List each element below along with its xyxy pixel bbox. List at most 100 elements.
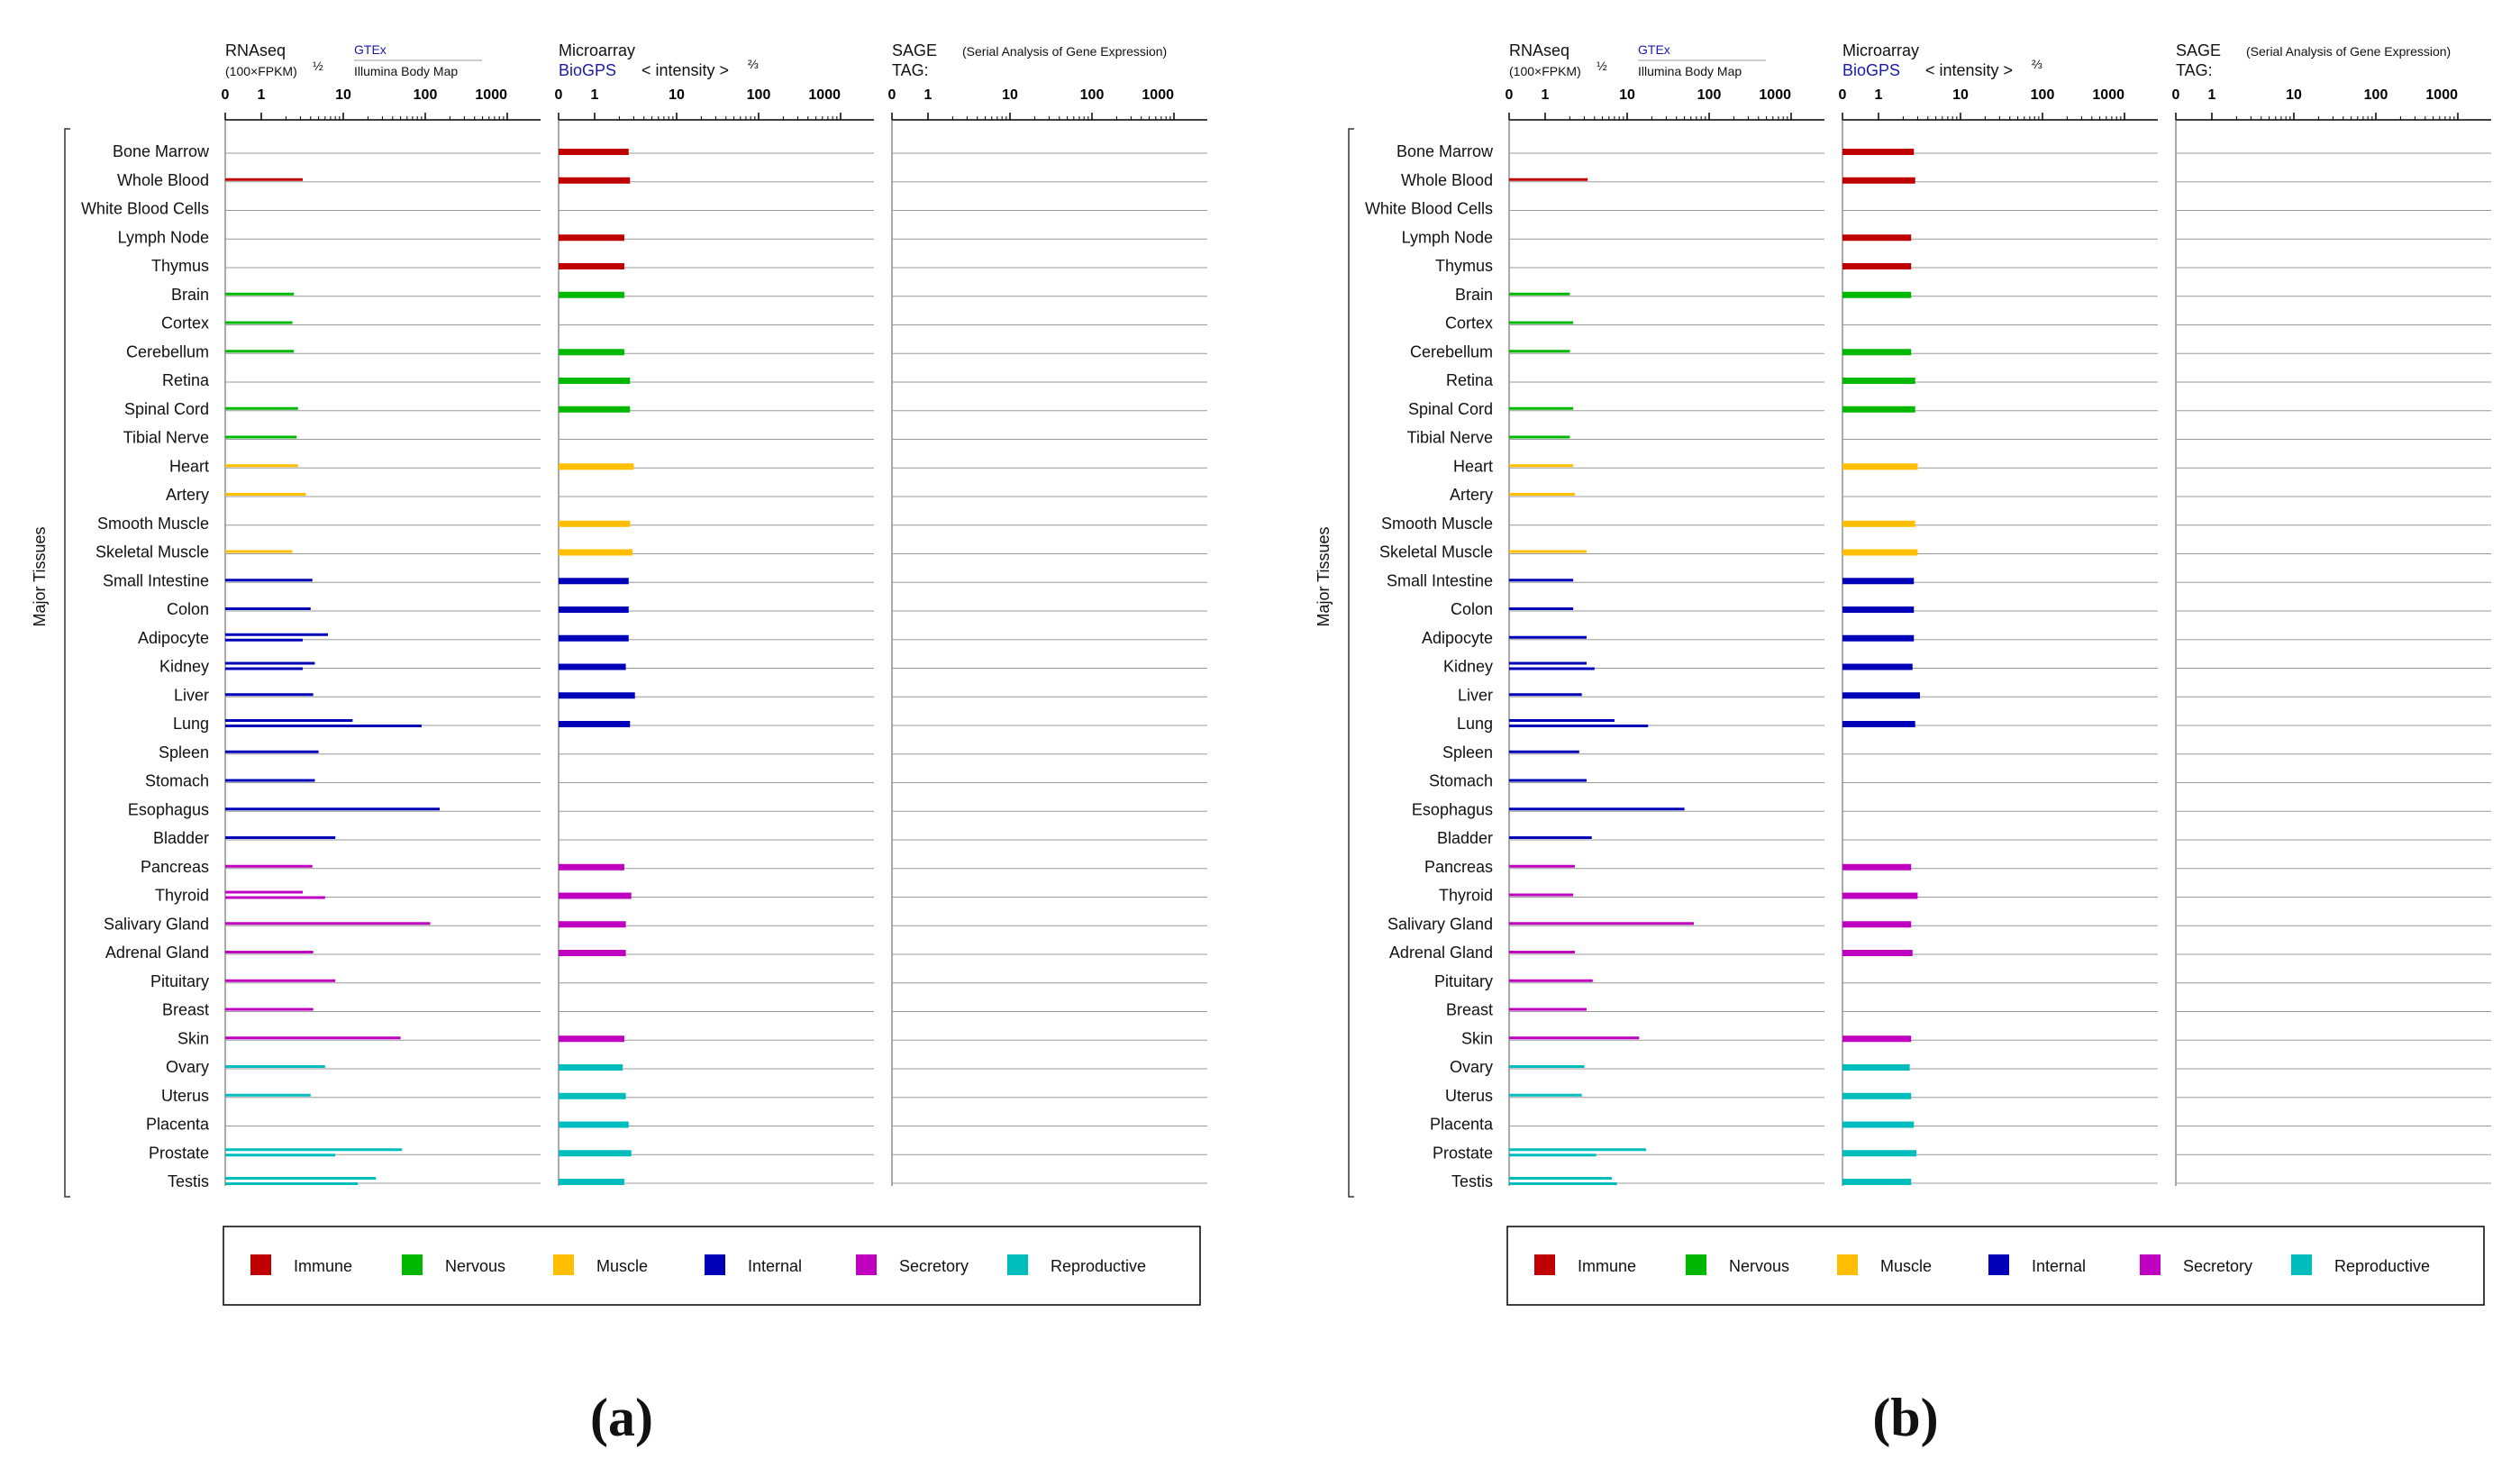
bar-gtex-whole-blood: [225, 178, 303, 181]
tissue-label: Lymph Node: [118, 228, 209, 246]
tissue-label: Skeletal Muscle: [1379, 543, 1493, 561]
legend-swatch-nervous: [402, 1254, 423, 1275]
tissue-label: Bone Marrow: [113, 142, 210, 160]
tissue-label: Thyroid: [155, 887, 209, 905]
x-tick-label: 100: [2364, 87, 2388, 103]
bar-microarray-uterus: [1842, 1092, 1912, 1099]
tissue-label: Spinal Cord: [1408, 400, 1493, 418]
bar-microarray-bone-marrow: [559, 149, 629, 155]
tissue-label: Brain: [1455, 286, 1493, 304]
tissue-label: Pancreas: [141, 858, 209, 876]
tissue-label: Liver: [1458, 686, 1493, 704]
x-tick-label: 100: [1080, 87, 1105, 103]
rnaseq-source-ibm: Illumina Body Map: [354, 64, 458, 78]
legend-label-secretory: Secretory: [2183, 1257, 2252, 1275]
bar-ibm-prostate: [225, 1154, 336, 1157]
tissue-label: Adipocyte: [1422, 629, 1493, 647]
bar-gtex-testis: [1509, 1177, 1612, 1180]
x-tick-label: 0: [1506, 87, 1514, 103]
legend-swatch-reproductive: [1007, 1254, 1028, 1275]
bar-gtex-colon: [1509, 607, 1574, 610]
bar-gtex-ovary: [1509, 1065, 1585, 1068]
tissue-label: Adrenal Gland: [1389, 944, 1493, 962]
x-tick-label: 1000: [2092, 87, 2124, 103]
tissue-label: Pancreas: [1424, 858, 1493, 876]
x-tick-label: 10: [1952, 87, 1969, 103]
x-tick-label: 1: [591, 87, 599, 103]
x-tick-label: 10: [669, 87, 685, 103]
bar-microarray-lymph-node: [559, 234, 624, 242]
y-axis-label: Major Tissues: [31, 526, 49, 626]
bar-microarray-brain: [559, 291, 624, 298]
bar-microarray-cerebellum: [559, 349, 624, 356]
legend-label-immune: Immune: [294, 1257, 352, 1275]
x-tick-label: 0: [888, 87, 896, 103]
rnaseq-title: RNAseq: [225, 41, 286, 59]
bar-gtex-spinal-cord: [1509, 406, 1574, 410]
bar-microarray-retina: [1842, 378, 1915, 384]
bar-gtex-ovary: [225, 1065, 325, 1068]
rnaseq-subtitle: (100×FPKM): [1509, 64, 1581, 78]
bar-microarray-lymph-node: [1842, 234, 1912, 242]
bar-gtex-liver: [225, 693, 314, 697]
bar-gtex-tibial-nerve: [1509, 435, 1570, 439]
tissue-label: Uterus: [161, 1087, 209, 1105]
bar-microarray-whole-blood: [559, 177, 631, 184]
tissue-label: Skin: [1461, 1029, 1493, 1047]
legend-swatch-secretory: [856, 1254, 877, 1275]
tissue-label: Thymus: [151, 257, 209, 275]
rnaseq-title: RNAseq: [1509, 41, 1569, 59]
bar-gtex-brain: [1509, 292, 1570, 296]
tissue-label: Tibial Nerve: [123, 429, 209, 447]
legend-label-muscle: Muscle: [596, 1257, 648, 1275]
bar-microarray-testis: [1842, 1179, 1912, 1185]
tissue-label: Placenta: [1430, 1116, 1494, 1134]
bar-gtex-prostate: [225, 1148, 403, 1152]
legend-swatch-immune: [250, 1254, 271, 1275]
tissue-label: Breast: [1446, 1001, 1493, 1019]
bar-gtex-colon: [225, 607, 311, 610]
legend-swatch-muscle: [553, 1254, 574, 1275]
x-tick-label: 1000: [1759, 87, 1791, 103]
tissue-label: Small Intestine: [1387, 571, 1493, 589]
x-tick-label: 1000: [2425, 87, 2458, 103]
bar-microarray-heart: [1842, 463, 1918, 470]
tissue-label: Colon: [1451, 600, 1493, 618]
bar-microarray-liver: [559, 692, 635, 699]
bar-gtex-bladder: [1509, 836, 1592, 839]
rnaseq-source-gtex: GTEx: [354, 42, 387, 57]
x-tick-label: 10: [1619, 87, 1635, 103]
bar-gtex-spleen: [1509, 750, 1579, 753]
bar-microarray-spinal-cord: [559, 406, 631, 413]
tissue-label: Tibial Nerve: [1407, 429, 1493, 447]
tissue-label: Prostate: [1433, 1144, 1493, 1162]
bar-microarray-kidney: [559, 663, 626, 670]
bar-microarray-ovary: [1842, 1064, 1910, 1071]
tissue-label: Testis: [1451, 1172, 1493, 1190]
x-tick-label: 1: [1542, 87, 1550, 103]
bar-microarray-salivary-gland: [559, 921, 626, 928]
rnaseq-source-ibm: Illumina Body Map: [1638, 64, 1742, 78]
bar-gtex-salivary-gland: [1509, 922, 1694, 926]
sage-title: SAGE: [2176, 41, 2221, 59]
tissue-label: Artery: [166, 486, 209, 504]
tissue-label: Placenta: [146, 1116, 210, 1134]
x-tick-label: 1: [2208, 87, 2216, 103]
microarray-exponent: ⅔: [2032, 57, 2042, 71]
bar-ibm-kidney: [225, 667, 303, 670]
bar-microarray-prostate: [559, 1150, 632, 1157]
tissue-label: Artery: [1450, 486, 1493, 504]
x-tick-label: 10: [2286, 87, 2302, 103]
tissue-label: Small Intestine: [103, 571, 209, 589]
microarray-title: Microarray: [559, 41, 635, 59]
bar-microarray-bone-marrow: [1842, 149, 1915, 155]
bar-ibm-lung: [1509, 725, 1649, 727]
bar-ibm-prostate: [1509, 1154, 1597, 1157]
microarray-intensity: < intensity >: [1925, 61, 2013, 79]
bar-microarray-thyroid: [559, 892, 632, 899]
tissue-label: Uterus: [1445, 1087, 1493, 1105]
bar-gtex-skeletal-muscle: [225, 550, 293, 553]
microarray-source: BioGPS: [559, 61, 616, 79]
bar-microarray-small-intestine: [1842, 578, 1915, 585]
x-tick-label: 1000: [475, 87, 507, 103]
